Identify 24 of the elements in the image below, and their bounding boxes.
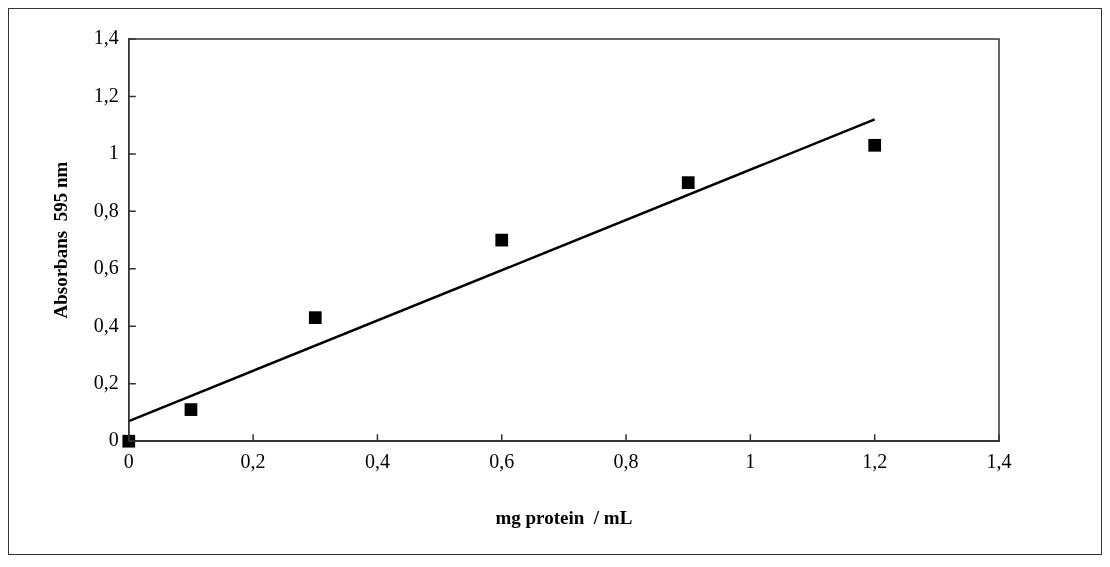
y-tick-label: 1,4 (93, 26, 119, 49)
point (681, 176, 695, 190)
y-tick-label: 0,2 (93, 370, 119, 393)
y-tick-label: 1,2 (93, 83, 119, 106)
y-tick-label: 0,6 (93, 256, 119, 279)
point (868, 138, 882, 152)
x-axis-title: mg protein / mL (495, 506, 633, 528)
x-tick-label: 1 (745, 450, 756, 473)
x-tick-label: 0,8 (613, 450, 639, 473)
point (495, 233, 509, 247)
x-tick-label: 0 (123, 450, 134, 473)
x-tick-label: 1,4 (986, 450, 1012, 473)
y-tick-label: 0,4 (93, 313, 119, 336)
point (122, 434, 136, 448)
y-axis-title: Absorbans 595 nm (50, 161, 72, 319)
x-tick-label: 1,2 (862, 450, 888, 473)
y-tick-label: 0 (108, 428, 119, 451)
x-tick-label: 0,6 (489, 450, 515, 473)
x-tick-label: 0,4 (364, 450, 390, 473)
x-tick-label: 0,2 (240, 450, 266, 473)
point (184, 403, 198, 416)
y-tick-label: 1 (108, 141, 119, 164)
y-tick-label: 0,8 (93, 198, 119, 221)
point (308, 311, 322, 325)
